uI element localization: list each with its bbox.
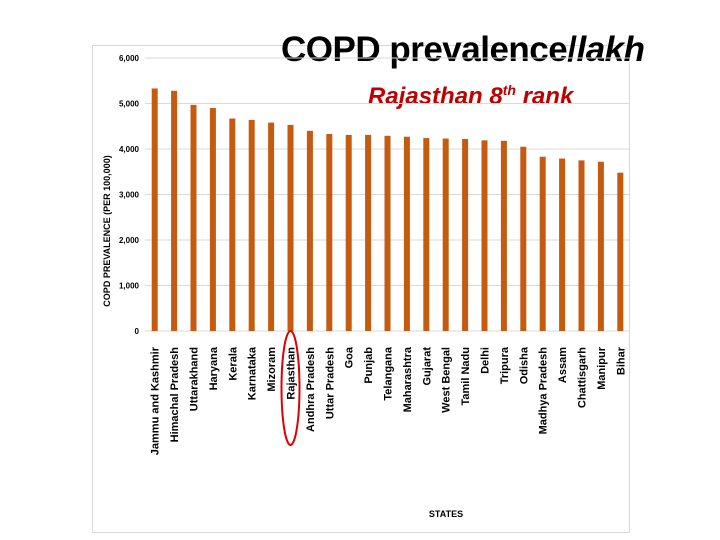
x-tick-label: Bihar	[615, 346, 627, 375]
subtitle-main: Rajasthan 8	[368, 83, 503, 110]
x-tick-label: Tamil Nadu	[460, 347, 472, 405]
bar	[326, 133, 333, 331]
x-tick-label: Jammu and Kashmir	[150, 346, 162, 455]
bar	[287, 124, 294, 331]
subtitle-superscript: th	[502, 82, 516, 98]
y-tick-label: 2,000	[119, 236, 140, 245]
x-tick-label: Delhi	[480, 347, 492, 374]
x-tick-label: Manipur	[596, 346, 608, 389]
bar	[617, 172, 624, 331]
bar	[229, 118, 236, 331]
x-tick-label: Himachal Pradesh	[169, 347, 181, 443]
x-tick-label: Rajasthan	[286, 347, 298, 400]
bar	[209, 108, 216, 331]
x-tick-label: Chattisgarh	[577, 347, 589, 408]
bar	[578, 160, 585, 331]
bar	[384, 135, 391, 331]
x-tick-label: Uttar Pradesh	[324, 347, 336, 419]
x-tick-label: Maharashtra	[402, 346, 414, 412]
y-tick-label: 3,000	[119, 191, 140, 200]
y-tick-labels: 0 1,000 2,000 3,000 4,000 5,000 6,000	[119, 54, 140, 336]
chart-subtitle: Rajasthan 8th rank	[368, 82, 573, 111]
bar	[539, 156, 546, 331]
slide-title: COPD prevalence/lakh	[281, 30, 645, 70]
x-axis-title: STATES	[429, 509, 463, 519]
bar	[597, 161, 604, 331]
y-axis-title: COPD PREVALENCE (PER 100,000)	[102, 155, 112, 306]
x-tick-label: Assam	[557, 347, 569, 383]
bar	[365, 134, 372, 331]
x-tick-label: Andhra Pradesh	[305, 347, 317, 432]
x-tick-label: Tripura	[499, 346, 511, 384]
x-tick-label: Mizoram	[266, 347, 278, 392]
bars	[151, 88, 624, 332]
bar	[423, 138, 430, 331]
x-tick-label: Uttarakhand	[189, 347, 201, 411]
subtitle-end: rank	[515, 83, 574, 110]
bar	[520, 146, 527, 331]
bar	[151, 88, 158, 331]
x-tick-label: Karnataka	[247, 346, 259, 400]
x-tick-labels: Jammu and Kashmir Himachal Pradesh Uttarak…	[150, 346, 628, 455]
y-tick-label: 5,000	[119, 100, 140, 109]
x-tick-label: Punjab	[363, 347, 375, 384]
bar	[403, 136, 410, 331]
highlight-layer	[280, 330, 301, 446]
bar	[500, 140, 507, 331]
y-tick-label: 6,000	[119, 54, 140, 63]
x-tick-label: Gujarat	[421, 347, 433, 386]
bar	[306, 130, 313, 331]
y-tick-label: 0	[135, 327, 140, 336]
y-tick-label: 1,000	[119, 282, 140, 291]
bar	[462, 138, 469, 331]
bar	[442, 138, 449, 331]
slide-title-italic: lakh	[576, 30, 645, 69]
x-tick-label: Kerala	[227, 346, 239, 381]
x-tick-label: West Bengal	[441, 347, 453, 413]
bar	[268, 122, 275, 331]
bar	[481, 140, 488, 331]
slide-title-main: COPD prevalence/	[281, 30, 577, 69]
x-tick-label: Madhya Pradesh	[538, 347, 550, 435]
x-tick-label: Haryana	[208, 346, 220, 390]
bar	[190, 104, 197, 332]
x-tick-label: Goa	[344, 346, 356, 368]
bar	[345, 134, 352, 331]
x-tick-label: Odisha	[518, 346, 530, 384]
bar	[248, 119, 255, 331]
y-tick-label: 4,000	[119, 145, 140, 154]
bar	[559, 158, 566, 331]
x-tick-label: Telangana	[383, 346, 395, 400]
bar	[171, 90, 178, 331]
highlight-ellipse	[280, 330, 301, 446]
